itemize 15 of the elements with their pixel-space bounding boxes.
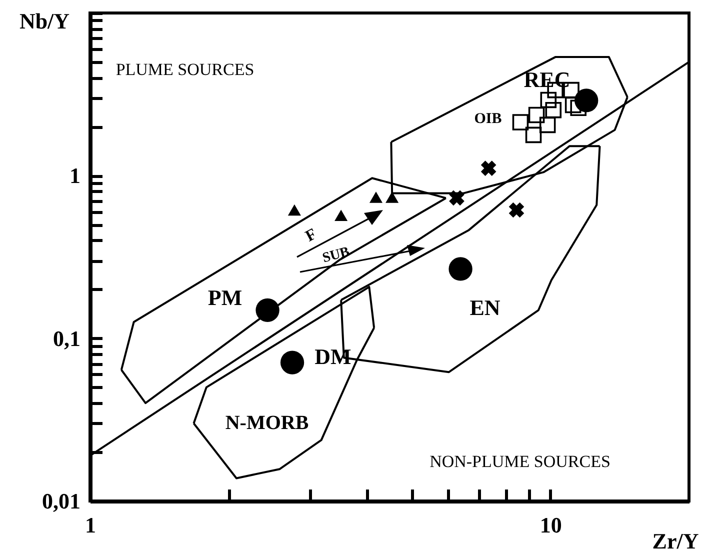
annotation: PLUME SOURCES: [116, 60, 254, 79]
x-axis-title: Zr/Y: [652, 528, 699, 554]
annotation: EN: [470, 295, 500, 320]
y-tick-label: 0,1: [53, 326, 80, 351]
y-axis-title: Nb/Y: [19, 8, 70, 34]
annotation: OIB: [474, 111, 502, 127]
annotation: REC: [524, 67, 570, 92]
annotation: NON-PLUME SOURCES: [430, 452, 610, 471]
y-tick-label: 1: [70, 163, 80, 188]
annotation: DM: [314, 344, 352, 369]
y-tick-label: 0,01: [42, 488, 80, 514]
x-tick-label: 10: [540, 512, 562, 538]
annotation: PM: [208, 285, 242, 310]
annotation: N-MORB: [225, 412, 309, 434]
annotation: F: [302, 226, 320, 246]
